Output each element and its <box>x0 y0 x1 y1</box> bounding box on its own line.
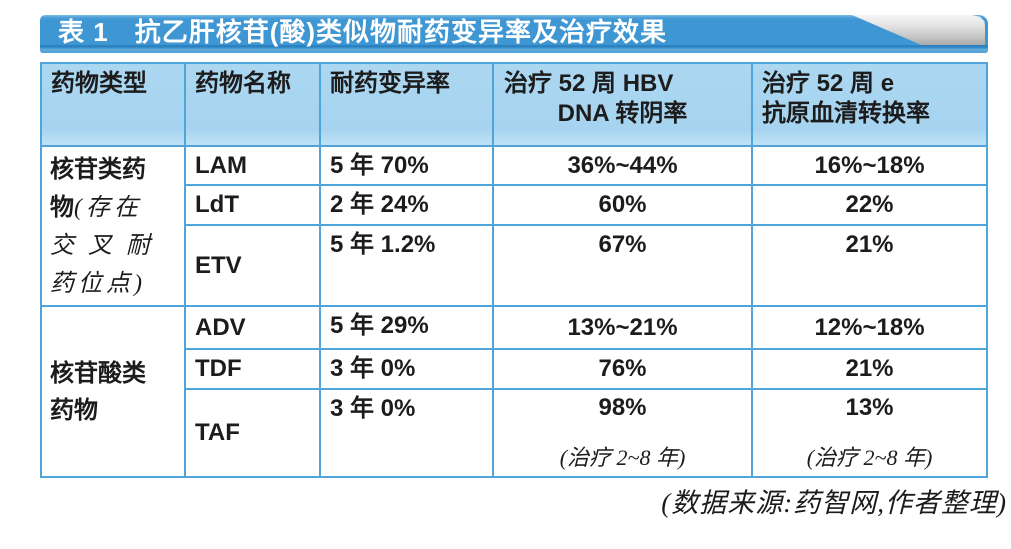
cell-ldt-seroconversion: 22% <box>753 186 986 224</box>
header-hbv-dna-line1: 治疗 52 周 HBV <box>504 70 674 97</box>
taf-seroconversion-note: (治疗 2~8 年) <box>806 445 933 470</box>
cell-lam-seroconversion: 16%~18% <box>753 147 986 184</box>
cell-lam-name: LAM <box>186 147 319 184</box>
cell-taf-seroconversion: 13% (治疗 2~8 年) <box>753 390 986 476</box>
taf-hbv-dna-value: 98% <box>598 394 647 421</box>
group1-line4: 药位点) <box>50 271 146 297</box>
group-nucleoside-drugs: 核苷类药 物(存在 交 叉 耐 药位点) <box>42 147 184 305</box>
cell-adv-seroconversion: 12%~18% <box>753 307 986 348</box>
group1-line1: 核苷类药 <box>50 156 146 183</box>
header-drug-name: 药物名称 <box>186 64 319 145</box>
header-seroconversion: 治疗 52 周 e 抗原血清转换率 <box>753 64 986 145</box>
header-hbv-dna: 治疗 52 周 HBV DNA 转阴率 <box>494 64 751 145</box>
cell-tdf-name: TDF <box>186 350 319 388</box>
cell-ldt-name: LdT <box>186 186 319 224</box>
cell-lam-hbv-dna: 36%~44% <box>494 147 751 184</box>
cell-adv-hbv-dna: 13%~21% <box>494 307 751 348</box>
cell-tdf-resistance: 3 年 0% <box>321 350 492 388</box>
group1-line2-regular: 物 <box>50 194 74 221</box>
cell-etv-seroconversion: 21% <box>753 226 986 305</box>
group1-line3: 交 叉 耐 <box>50 233 154 259</box>
taf-seroconversion-value: 13% <box>845 394 894 421</box>
cell-etv-hbv-dna: 67% <box>494 226 751 305</box>
cell-etv-name: ETV <box>186 226 319 305</box>
table-title-banner: 表 1 抗乙肝核苷(酸)类似物耐药变异率及治疗效果 <box>40 15 988 53</box>
cell-tdf-seroconversion: 21% <box>753 350 986 388</box>
group-nucleotide-drugs: 核苷酸类 药物 <box>42 307 184 476</box>
table-title: 表 1 抗乙肝核苷(酸)类似物耐药变异率及治疗效果 <box>40 15 988 47</box>
header-hbv-dna-line2: DNA 转阴率 <box>557 100 688 127</box>
cell-tdf-hbv-dna: 76% <box>494 350 751 388</box>
cell-etv-resistance: 5 年 1.2% <box>321 226 492 305</box>
taf-hbv-dna-note: (治疗 2~8 年) <box>559 445 686 470</box>
cell-taf-hbv-dna: 98% (治疗 2~8 年) <box>494 390 751 476</box>
group1-line2: 物(存在 <box>50 189 142 227</box>
data-source-note: (数据来源:药智网,作者整理) <box>661 488 1007 518</box>
cell-adv-name: ADV <box>186 307 319 348</box>
table-number-label: 表 1 <box>58 16 109 47</box>
cell-lam-resistance: 5 年 70% <box>321 147 492 184</box>
drug-resistance-table: 药物类型 药物名称 耐药变异率 治疗 52 周 HBV DNA 转阴率 治疗 5… <box>40 62 988 478</box>
cell-taf-name: TAF <box>186 390 319 476</box>
header-resistance-rate: 耐药变异率 <box>321 64 492 145</box>
cell-adv-resistance: 5 年 29% <box>321 307 492 348</box>
cell-ldt-resistance: 2 年 24% <box>321 186 492 224</box>
header-drug-type: 药物类型 <box>42 64 184 145</box>
cell-taf-resistance: 3 年 0% <box>321 390 492 476</box>
cell-ldt-hbv-dna: 60% <box>494 186 751 224</box>
table-title-text: 抗乙肝核苷(酸)类似物耐药变异率及治疗效果 <box>134 16 668 47</box>
group1-line2-kai: (存在 <box>74 195 142 221</box>
